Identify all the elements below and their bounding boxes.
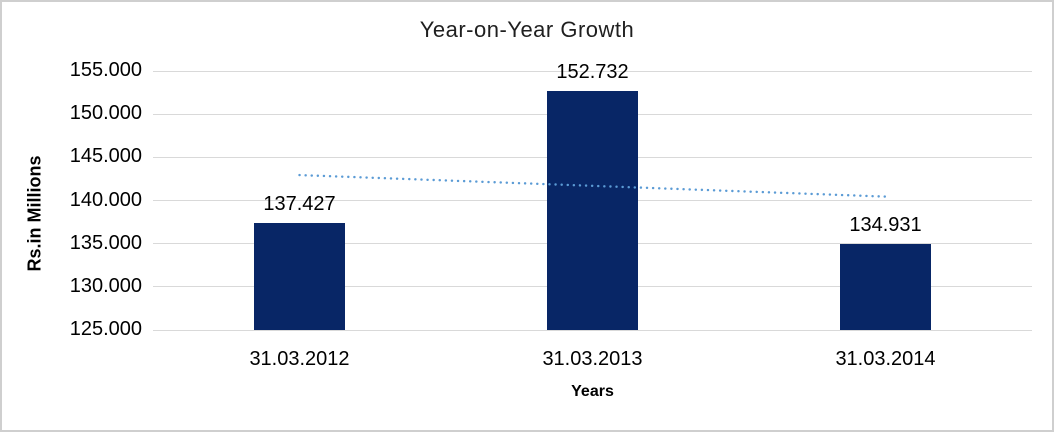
y-tick-label: 130.000 [69, 274, 142, 297]
y-tick-label: 150.000 [69, 102, 142, 125]
bar [254, 222, 345, 330]
y-tick-label: 125.000 [69, 318, 142, 340]
bar [840, 244, 931, 330]
y-gridline [153, 70, 1032, 72]
bar-value-label: 137.427 [263, 192, 336, 215]
x-tick-label: 31.03.2012 [249, 348, 350, 370]
x-axis-title: Years [571, 383, 614, 400]
y-tick-label: 155.000 [69, 59, 142, 81]
trendline [298, 173, 887, 198]
y-tick-label: 135.000 [69, 231, 142, 254]
y-tick-label: 145.000 [69, 145, 142, 168]
chart-title: Year-on-Year Growth [419, 17, 635, 42]
bar-value-label: 152.732 [556, 60, 629, 83]
bar [547, 90, 638, 330]
y-tick-label: 140.000 [69, 188, 142, 211]
x-tick-label: 31.03.2014 [835, 348, 936, 370]
trendline-line [298, 173, 887, 198]
y-gridline [153, 329, 1032, 331]
bar-value-label: 134.931 [849, 214, 922, 237]
x-tick-label: 31.03.2013 [542, 348, 643, 370]
